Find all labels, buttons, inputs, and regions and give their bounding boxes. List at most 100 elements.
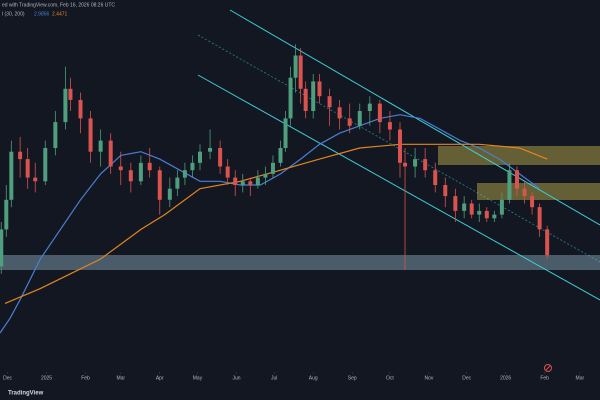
candle-body	[298, 55, 303, 89]
candle-body	[78, 99, 83, 119]
candle-body	[477, 210, 482, 215]
candle-body	[462, 203, 467, 211]
indicator-value: 2.4471	[52, 11, 68, 17]
plot	[0, 44, 581, 374]
moving-average	[4, 143, 548, 304]
candle-body	[68, 88, 73, 100]
candle-body	[492, 214, 497, 219]
candle-body	[108, 140, 113, 167]
candle-body	[469, 203, 474, 215]
candle-body	[537, 207, 542, 230]
x-tick-label: 2025	[41, 375, 52, 381]
candle-body	[198, 151, 202, 163]
candle-body	[43, 148, 48, 182]
x-tick-label: Apr	[156, 375, 164, 381]
candle-body	[403, 162, 408, 167]
header-title: ed with TradingView.com, Feb 16, 2026 08…	[2, 2, 115, 8]
candle-body	[293, 55, 298, 78]
candle-body	[182, 170, 187, 178]
candle-body	[147, 162, 152, 171]
indicator-label: l (30, 200)	[2, 11, 25, 17]
candle-body	[311, 81, 316, 111]
support-zone	[0, 255, 600, 270]
candle-body	[255, 177, 260, 185]
candle-body	[387, 122, 392, 130]
candle-body	[303, 88, 308, 111]
x-tick-label: Feb	[540, 375, 549, 381]
candle-body	[175, 177, 180, 189]
x-tick-label: Nov	[424, 375, 433, 381]
candle-body	[53, 122, 58, 148]
candle-body	[423, 159, 428, 171]
candle-body	[33, 177, 38, 182]
candle-body	[138, 162, 143, 182]
candle-body	[507, 170, 512, 200]
candle-body	[398, 129, 402, 163]
candle-body	[18, 151, 23, 160]
candle-body	[118, 166, 123, 171]
candle-body	[337, 107, 342, 119]
candle-body	[367, 103, 372, 111]
candle-body	[499, 199, 504, 215]
candle-body	[63, 88, 68, 123]
candle-body	[88, 118, 93, 152]
brand: TradingView	[8, 391, 44, 397]
x-tick-label: Jul	[271, 375, 277, 381]
candle-body	[0, 229, 4, 267]
candle-body	[530, 196, 535, 208]
candle-body	[278, 148, 283, 163]
candle-body	[317, 81, 322, 97]
candle-body	[357, 111, 362, 126]
candle-body	[190, 162, 195, 171]
candle-body	[233, 177, 238, 185]
candle-body	[270, 162, 275, 174]
candle-body	[225, 166, 230, 178]
x-tick-label: Dec	[462, 375, 471, 381]
candle-body	[218, 148, 223, 167]
candle-body	[433, 170, 438, 185]
event-marker	[545, 365, 551, 371]
candle-body	[484, 210, 489, 219]
candle-body	[413, 159, 418, 167]
x-tick-label: Mar	[576, 375, 585, 381]
resistance-zone	[438, 146, 600, 165]
candle-body	[128, 170, 133, 182]
indicator-value: 2.9856	[34, 11, 50, 17]
x-tick-label: 2026	[500, 375, 511, 381]
candle-body	[514, 170, 519, 189]
candle-body	[9, 151, 14, 200]
candle-body	[248, 181, 253, 185]
candle-body	[545, 229, 550, 256]
x-tick-label: Mar	[116, 375, 125, 381]
candle-body	[283, 118, 288, 148]
moving-average	[0, 114, 540, 334]
candle-body	[522, 188, 527, 197]
x-tick-label: Oct	[386, 375, 394, 381]
x-tick-label: Dec	[3, 375, 12, 381]
event-marker	[544, 364, 552, 372]
channel-midline	[197, 34, 600, 263]
x-tick-label: May	[193, 375, 203, 381]
candle-body	[25, 159, 30, 178]
x-tick-label: Feb	[81, 375, 90, 381]
candle-body	[4, 199, 9, 230]
x-tick-label: Aug	[309, 375, 318, 381]
candle-body	[167, 188, 172, 200]
candle-body	[98, 140, 103, 152]
candle-body	[240, 181, 245, 185]
candle-body	[347, 118, 352, 126]
candle-body	[208, 148, 213, 152]
candle-body	[157, 170, 162, 200]
x-tick-label: Jun	[232, 375, 240, 381]
x-tick-label: Sep	[348, 375, 357, 381]
candle-body	[443, 185, 448, 197]
resistance-zone	[477, 183, 600, 200]
candle-body	[377, 103, 382, 123]
candle-body	[263, 173, 268, 178]
candle-body	[453, 196, 458, 211]
channel-line	[197, 74, 600, 301]
candle-body	[327, 96, 332, 108]
candle-body	[288, 77, 293, 119]
